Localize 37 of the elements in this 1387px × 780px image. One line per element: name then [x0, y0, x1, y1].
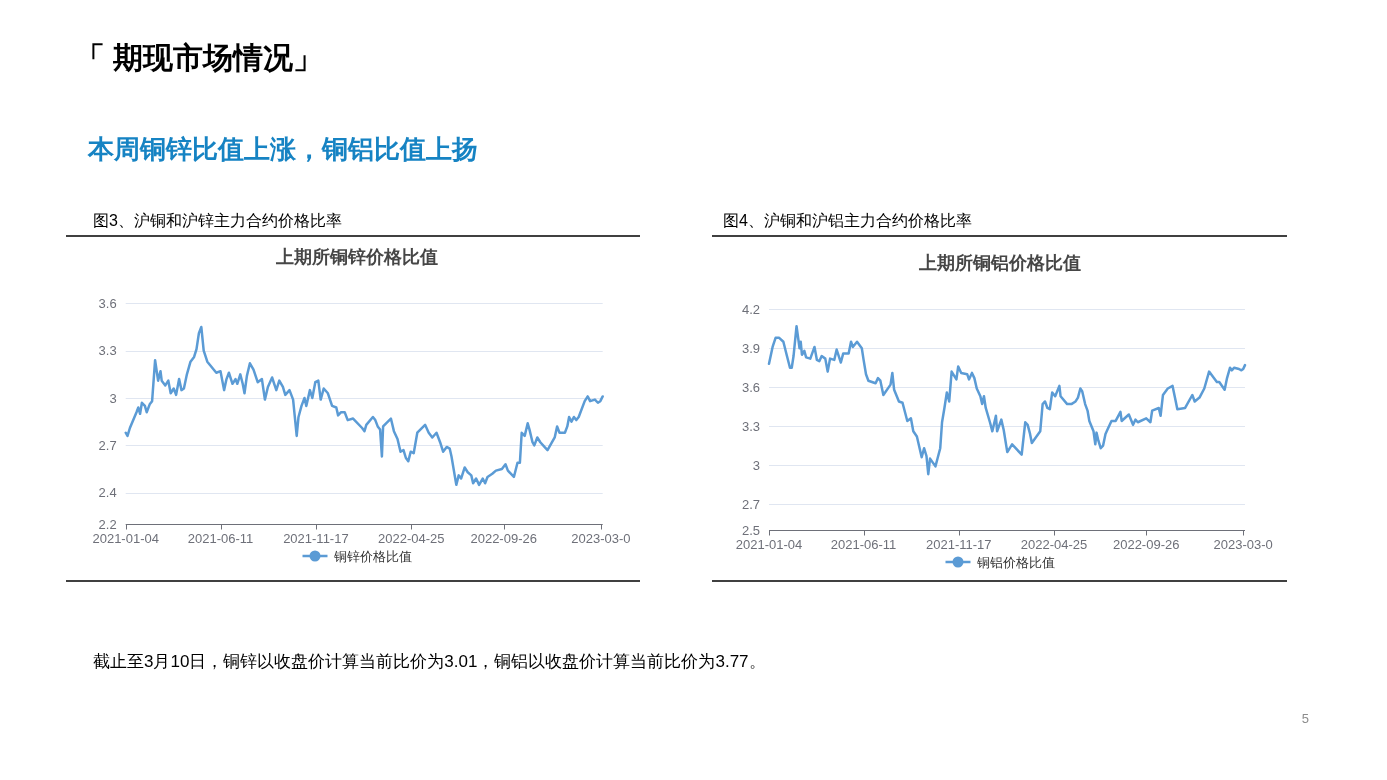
- chart-title: 图3、沪铜和沪锌主力合约价格比率: [93, 212, 342, 229]
- y-tick-label: 3.3: [98, 343, 117, 359]
- y-tick-label: 2.5: [741, 522, 760, 538]
- y-tick-label: 2.4: [98, 485, 117, 501]
- y-tick-label: 2.7: [741, 496, 760, 512]
- x-tick-label: 2023-03-0: [1213, 537, 1273, 552]
- y-tick-label: 3.6: [98, 295, 117, 311]
- y-tick-label: 3.3: [741, 418, 760, 434]
- x-tick-label: 2021-06-11: [830, 537, 897, 552]
- chart-subtitle: 上期所铜铝价格比值: [918, 253, 1081, 273]
- x-tick-label: 2021-11-17: [283, 531, 349, 547]
- y-tick-label: 3: [109, 390, 117, 406]
- y-tick-label: 2.2: [98, 516, 117, 532]
- x-tick-label: 2021-06-11: [187, 531, 254, 547]
- legend-label: 铜铝价格比值: [975, 554, 1055, 570]
- y-tick-label: 3.6: [741, 379, 760, 395]
- chart-subtitle: 上期所铜锌价格比值: [275, 247, 438, 267]
- text: 本周铜锌比值上涨，铜铝比值上扬: [87, 134, 478, 164]
- text: 5: [1301, 711, 1309, 726]
- text: 「 期现市场情况」: [75, 41, 324, 74]
- x-tick-label: 2022-04-25: [1020, 537, 1088, 552]
- legend-label: 铜锌价格比值: [332, 548, 412, 564]
- x-tick-label: 2023-03-0: [571, 531, 631, 547]
- y-tick-label: 3.9: [741, 340, 760, 356]
- x-tick-label: 2022-09-26: [1112, 537, 1180, 552]
- x-tick-label: 2021-11-17: [926, 537, 992, 552]
- text: 截止至3月10日，铜锌以收盘价计算当前比价为3.01，铜铝以收盘价计算当前比价为3.77。: [93, 652, 766, 671]
- x-tick-label: 2022-04-25: [378, 531, 445, 547]
- y-tick-label: 4.2: [741, 301, 760, 317]
- legend: 铜铝价格比值: [945, 554, 1055, 570]
- y-tick-label: 2.7: [98, 437, 117, 453]
- legend: 铜锌价格比值: [302, 548, 412, 564]
- chart-title: 图4、沪铜和沪铝主力合约价格比率: [723, 212, 972, 229]
- x-tick-label: 2021-01-04: [92, 531, 159, 547]
- x-tick-label: 2021-01-04: [735, 537, 803, 552]
- x-tick-label: 2022-09-26: [470, 531, 537, 547]
- y-tick-label: 3: [752, 457, 760, 473]
